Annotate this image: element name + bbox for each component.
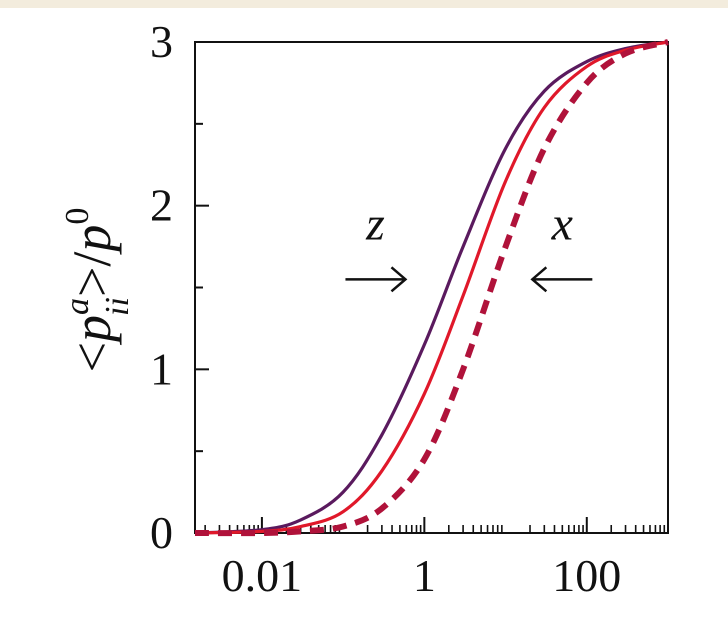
plot-border [194,41,669,534]
series-line [194,39,669,537]
y-tick-label: 3 [150,16,173,67]
y-tick-label: 2 [150,180,173,231]
annotation-label: z [365,197,385,250]
x-tick-label: 0.01 [222,550,303,601]
y-tick-label: 0 [150,507,173,558]
top-band [0,0,728,8]
x-axis-ticks: 0.01 1 100 [204,517,666,601]
curves [194,39,669,537]
y-axis-label: <paii>/p0 [59,208,136,373]
series-line [194,40,669,535]
series-line [194,40,669,535]
annotation-arrow-head [390,266,408,293]
annotation-arrow-head [530,266,548,293]
x-tick-label: 100 [552,550,621,601]
y-axis-ticks: 0 1 2 3 [150,16,209,558]
x-tick-label: 1 [413,550,436,601]
annotation-label: x [551,197,573,250]
plot-frame [194,41,669,534]
y-tick-label: 1 [150,343,173,394]
